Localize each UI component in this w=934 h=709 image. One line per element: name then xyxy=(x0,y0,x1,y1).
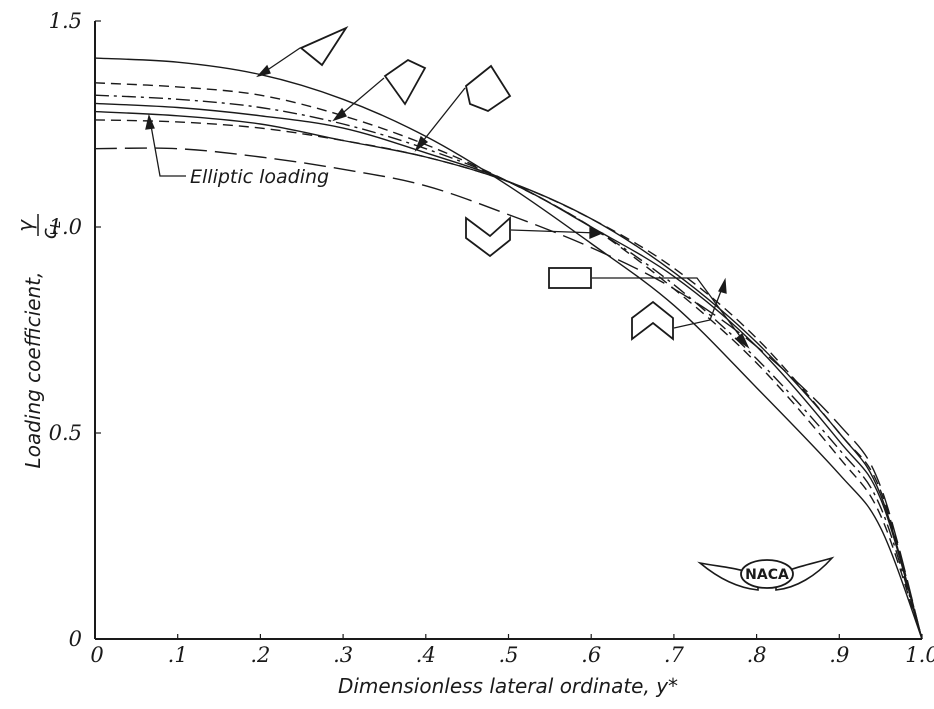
rectangle-pointer-head xyxy=(734,332,750,349)
x-tick-label: .6 xyxy=(581,643,601,667)
wing-planform-icons xyxy=(299,25,674,341)
series-layer xyxy=(94,57,923,640)
series-line-inverted-triangle xyxy=(94,57,923,640)
arrowhead-pointer-head xyxy=(718,277,727,294)
naca-logo: NACA xyxy=(697,556,835,591)
kite-pointer-head xyxy=(332,107,347,122)
y-axis-fraction-numerator: γ xyxy=(13,219,37,232)
pentagon-pointer xyxy=(418,87,466,147)
elliptic-loading-label: Elliptic loading xyxy=(190,166,329,188)
arrowhead-wing-icon xyxy=(631,300,674,341)
y-tick-label: 1.0 xyxy=(49,215,82,239)
y-tick-label: 1.5 xyxy=(49,9,82,33)
label-pointers xyxy=(145,47,750,349)
x-tick-label: 0 xyxy=(90,643,103,667)
y-tick-label: 0.5 xyxy=(49,421,82,445)
rectangle-pointer xyxy=(592,277,746,344)
kite-pointer xyxy=(337,77,385,118)
rectangle-wing-icon xyxy=(548,267,592,289)
chevron-pointer-head xyxy=(589,227,604,239)
elliptic-pointer-head xyxy=(145,113,155,130)
naca-logo-left-wing xyxy=(697,561,759,591)
x-tick-label: .3 xyxy=(333,643,353,667)
x-tick-label: .7 xyxy=(664,643,685,667)
y-axis-fraction-denominator: cL xyxy=(37,221,64,239)
arrowhead-pointer xyxy=(673,282,725,329)
y-axis-title: Loading coefficient, xyxy=(21,272,45,469)
x-tick-labels: 0 .1 .2 .3 .4 .5 .6 .7 .8 .9 1.0 xyxy=(90,634,934,667)
x-tick-label: .2 xyxy=(250,643,270,667)
axes xyxy=(94,21,922,640)
kite-wing-icon xyxy=(383,58,427,106)
elliptic-pointer xyxy=(149,119,186,177)
y-tick-label: 0 xyxy=(69,627,82,651)
y-axis-title-group: Loading coefficient, γ cL xyxy=(13,214,64,468)
x-tick-label: 1.0 xyxy=(905,643,934,667)
y-tick-labels: 0 0.5 1.0 1.5 xyxy=(49,9,101,651)
series-line-arrowhead xyxy=(94,110,923,640)
inverted-triangle-pointer-head xyxy=(256,64,271,78)
chevron-wing-icon xyxy=(465,215,511,258)
naca-logo-oval xyxy=(740,559,794,589)
x-tick-label: .4 xyxy=(416,643,436,667)
naca-logo-text: NACA xyxy=(745,567,789,583)
inverted-triangle-wing-icon xyxy=(299,25,349,67)
x-axis-title: Dimensionless lateral ordinate, y* xyxy=(338,674,678,698)
x-tick-label: .8 xyxy=(747,643,767,667)
x-tick-label: .1 xyxy=(168,643,188,667)
x-tick-label: .5 xyxy=(498,643,518,667)
x-tick-label: .9 xyxy=(829,643,849,667)
chevron-pointer xyxy=(510,229,599,234)
series-line-chevron xyxy=(94,102,923,640)
naca-logo-right-wing xyxy=(775,556,835,591)
series-line-elliptic xyxy=(94,147,923,640)
pentagon-wing-icon xyxy=(464,64,512,113)
series-line-rectangle xyxy=(94,119,923,640)
pentagon-pointer-head xyxy=(414,135,429,152)
